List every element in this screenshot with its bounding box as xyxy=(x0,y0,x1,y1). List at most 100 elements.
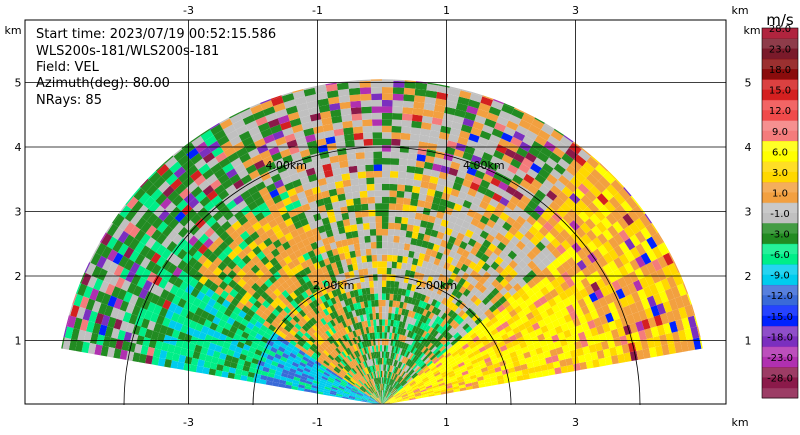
colorbar-tick-label: 18.0 xyxy=(769,65,791,76)
range-gate-cell xyxy=(113,318,123,330)
range-gate-cell xyxy=(317,177,327,187)
range-gate-cell xyxy=(266,376,274,382)
range-gate-cell xyxy=(229,361,238,369)
range-gate-cell xyxy=(370,293,375,301)
range-gate-cell xyxy=(273,296,283,306)
range-gate-cell xyxy=(270,173,282,183)
colorbar-swatch xyxy=(762,89,798,101)
range-gate-cell xyxy=(348,81,360,89)
range-gate-cell xyxy=(581,322,590,332)
range-gate-cell xyxy=(407,392,415,396)
range-gate-cell xyxy=(457,327,465,335)
range-gate-cell xyxy=(595,307,606,318)
range-gate-cell xyxy=(125,302,135,314)
range-gate-cell xyxy=(443,377,451,383)
range-gate-cell xyxy=(391,261,397,269)
range-gate-cell xyxy=(635,243,647,256)
range-gate-cell xyxy=(376,351,379,359)
range-gate-cell xyxy=(522,264,532,275)
range-gate-cell xyxy=(499,260,509,270)
range-gate-cell xyxy=(498,295,507,305)
range-gate-cell xyxy=(319,184,329,193)
range-gate-cell xyxy=(377,384,380,391)
range-gate-cell xyxy=(526,215,537,226)
range-gate-cell xyxy=(398,321,403,328)
range-gate-cell xyxy=(369,380,373,387)
range-gate-cell xyxy=(247,148,260,159)
range-gate-cell xyxy=(482,95,494,101)
range-gate-cell xyxy=(460,89,472,94)
range-gate-cell xyxy=(198,352,207,361)
range-gate-cell xyxy=(364,151,374,159)
range-ring xyxy=(123,146,641,406)
range-gate-cell xyxy=(510,376,518,383)
range-gate-cell xyxy=(415,265,422,273)
range-gate-cell xyxy=(526,250,537,261)
range-gate-cell xyxy=(273,288,282,297)
range-gate-cell xyxy=(347,325,353,333)
range-gate-cell xyxy=(268,219,278,229)
range-gate-cell xyxy=(318,273,327,282)
range-gate-cell xyxy=(458,90,472,100)
range-gate-cell xyxy=(377,280,382,287)
range-gate-cell xyxy=(553,163,566,175)
range-gate-cell xyxy=(397,288,403,296)
range-gate-cell xyxy=(459,364,467,371)
range-gate-cell xyxy=(131,305,141,317)
range-gate-cell xyxy=(383,400,389,404)
range-gate-cell xyxy=(453,203,463,212)
range-gate-cell xyxy=(523,205,535,216)
range-gate-cell xyxy=(465,385,473,391)
range-gate-cell xyxy=(319,354,327,361)
range-gate-cell xyxy=(96,255,107,269)
range-gate-cell xyxy=(365,360,370,367)
range-gate-cell xyxy=(373,385,377,392)
range-gate-cell xyxy=(382,396,385,404)
range-gate-cell xyxy=(326,346,334,353)
range-gate-cell xyxy=(491,192,503,203)
range-gate-cell xyxy=(383,351,386,358)
range-gate-cell xyxy=(443,247,451,256)
range-gate-cell xyxy=(89,288,100,301)
range-gate-cell xyxy=(664,288,675,301)
range-gate-cell xyxy=(470,246,479,256)
range-gate-cell xyxy=(467,223,477,233)
range-gate-cell xyxy=(345,356,351,363)
range-gate-cell xyxy=(379,383,381,391)
range-gate-cell xyxy=(342,218,351,227)
range-gate-cell xyxy=(99,232,107,243)
range-gate-cell xyxy=(472,176,483,186)
range-gate-cell xyxy=(389,177,398,185)
range-gate-cell xyxy=(293,235,302,244)
range-gate-cell xyxy=(386,371,390,378)
range-gate-cell xyxy=(401,392,408,397)
range-gate-cell xyxy=(283,325,292,333)
range-gate-cell xyxy=(382,325,385,333)
range-gate-cell xyxy=(277,276,286,285)
range-gate-cell xyxy=(340,336,346,344)
range-gate-cell xyxy=(140,257,151,269)
range-gate-cell xyxy=(325,136,336,145)
range-gate-cell xyxy=(201,294,211,305)
range-gate-cell xyxy=(202,168,214,180)
range-gate-cell xyxy=(686,293,692,305)
range-gate-cell xyxy=(200,129,214,142)
range-gate-cell xyxy=(346,383,353,388)
range-gate-cell xyxy=(181,340,190,350)
range-gate-cell xyxy=(346,364,352,370)
range-gate-cell xyxy=(387,393,392,399)
range-gate-cell xyxy=(623,305,633,317)
range-gate-cell xyxy=(357,288,363,296)
range-gate-cell xyxy=(252,337,261,345)
range-gate-cell xyxy=(427,392,435,396)
range-gate-cell xyxy=(384,364,387,371)
range-gate-cell xyxy=(549,227,560,238)
range-gate-cell xyxy=(546,173,558,185)
range-gate-cell xyxy=(508,259,518,270)
range-gate-cell xyxy=(198,331,207,341)
range-gate-cell xyxy=(364,391,371,397)
info-nrays: NRays: 85 xyxy=(36,93,102,108)
range-gate-cell xyxy=(402,364,407,371)
range-gate-cell xyxy=(356,165,366,173)
range-gate-cell xyxy=(281,91,293,97)
